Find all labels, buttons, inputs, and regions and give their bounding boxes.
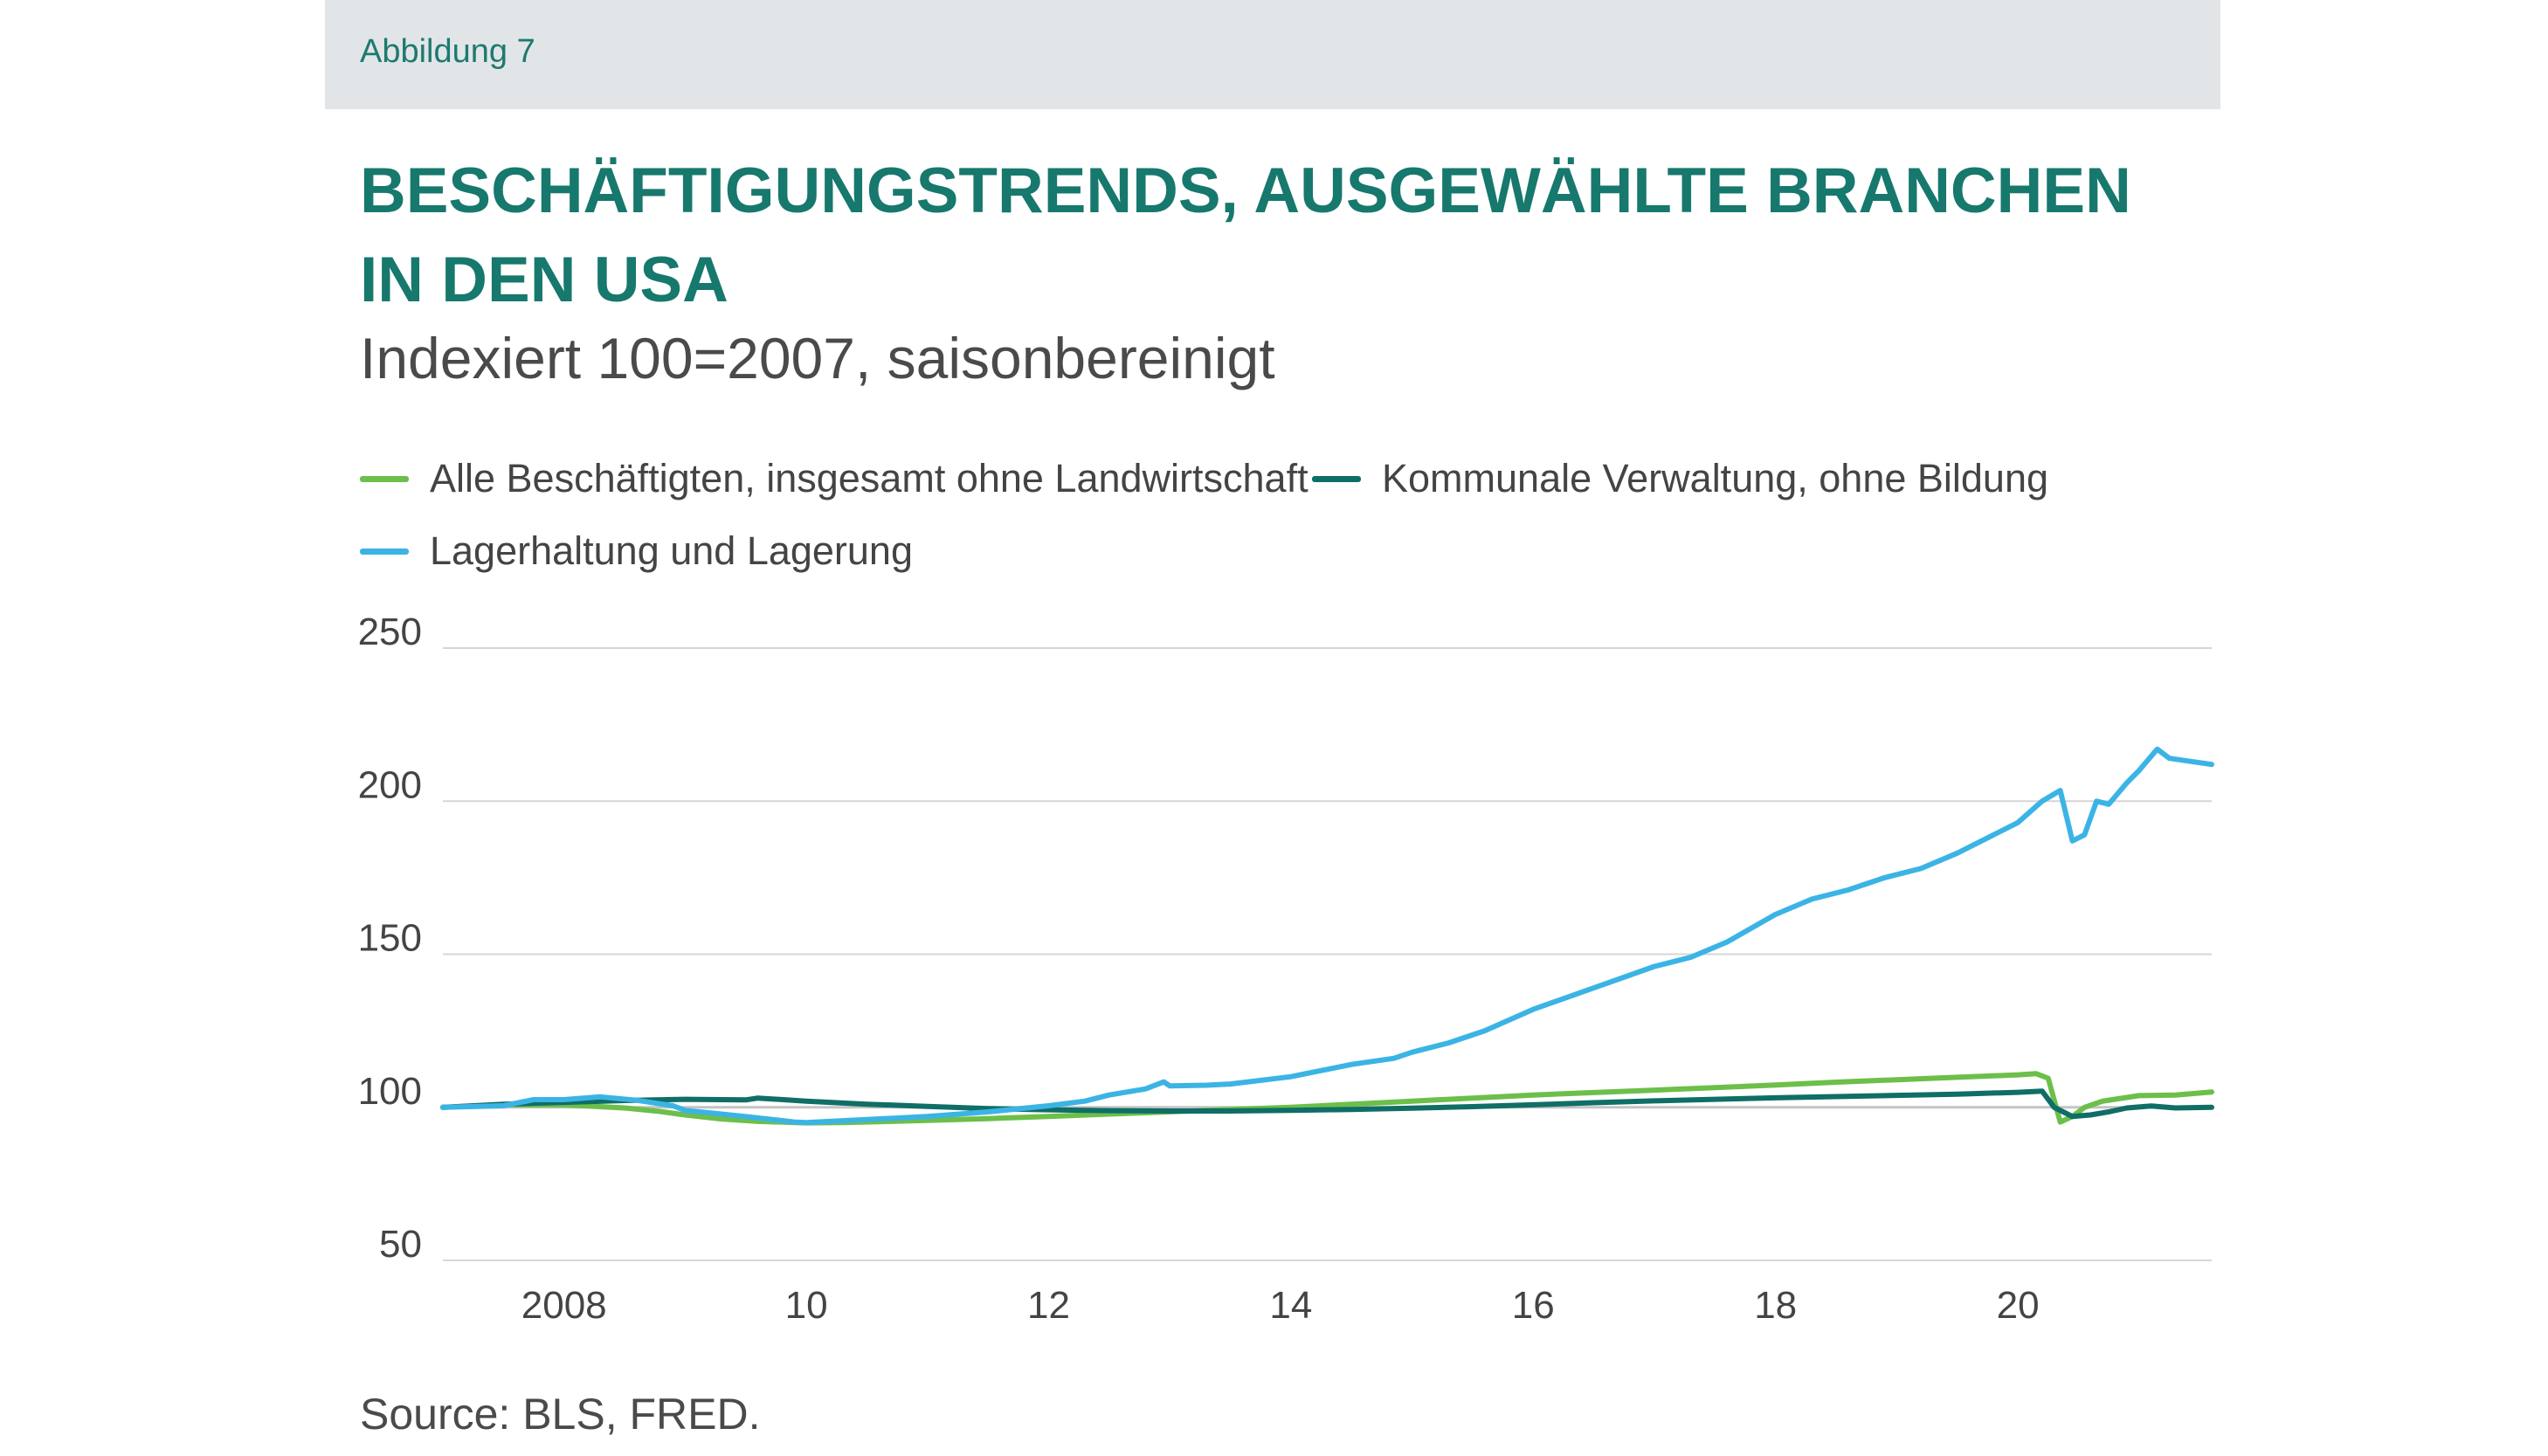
series-lines [440, 746, 2214, 1126]
y-axis-ticks: 250 200 150 100 50 [358, 611, 422, 1266]
y-tick-label: 150 [358, 917, 422, 960]
legend-label-warehousing: Lagerhaltung und Lagerung [430, 528, 913, 573]
line-chart: 250 200 150 100 50 2008 10 12 14 16 18 20 [358, 611, 2214, 1327]
legend-item-local-government: Kommunale Verwaltung, ohne Bildung [1312, 456, 2048, 501]
x-tick-label: 2008 [521, 1284, 607, 1327]
figure-frame: Abbildung 7 BESCHÄFTIGUNGSTRENDS, AUSGEW… [325, 0, 2220, 1456]
figure-label: Abbildung 7 [360, 33, 535, 70]
legend-item-total-nonfarm: Alle Beschäftigten, insgesamt ohne Landw… [360, 456, 1309, 501]
x-tick-label: 12 [1027, 1284, 1070, 1327]
legend-label-total-nonfarm: Alle Beschäftigten, insgesamt ohne Landw… [430, 456, 1309, 500]
chart-subtitle: Indexiert 100=2007, saisonbereinigt [360, 326, 1275, 390]
legend-swatch-total-nonfarm [360, 475, 409, 482]
y-tick-label: 200 [358, 763, 422, 806]
x-tick-label: 14 [1269, 1284, 1312, 1327]
source-note: Source: BLS, FRED. [360, 1390, 761, 1439]
x-tick-label: 10 [785, 1284, 828, 1327]
x-axis-ticks: 2008 10 12 14 16 18 20 [521, 1284, 2040, 1327]
x-tick-label: 16 [1512, 1284, 1555, 1327]
legend-swatch-warehousing [360, 548, 409, 555]
x-tick-label: 18 [1754, 1284, 1797, 1327]
y-tick-label: 50 [379, 1223, 422, 1266]
y-tick-label: 250 [358, 611, 422, 653]
series-line-2 [440, 746, 2214, 1126]
series-line-1 [440, 1088, 2214, 1120]
figure-header-bar: Abbildung 7 [325, 0, 2220, 109]
legend-swatch-local-government [1312, 475, 1361, 482]
chart-title: BESCHÄFTIGUNGSTRENDS, AUSGEWÄHLTE BRANCH… [360, 155, 2131, 315]
gridlines [443, 647, 2212, 1261]
x-tick-label: 20 [1997, 1284, 2040, 1327]
legend-item-warehousing: Lagerhaltung und Lagerung [360, 528, 913, 574]
legend-label-local-government: Kommunale Verwaltung, ohne Bildung [1382, 456, 2049, 500]
y-tick-label: 100 [358, 1070, 422, 1113]
